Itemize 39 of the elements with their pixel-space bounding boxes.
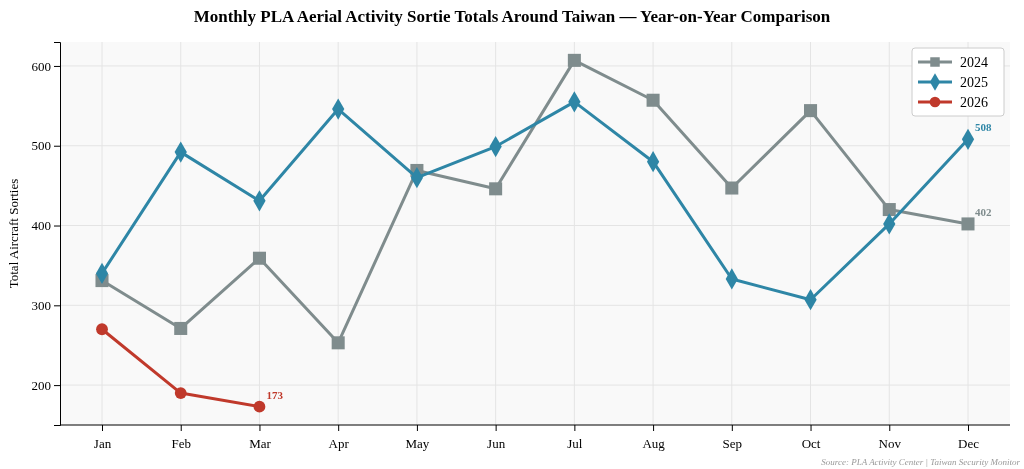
point [567,53,581,67]
x-tick-label: Aug [642,436,666,452]
point [96,323,108,336]
data-label: 402 [975,205,992,218]
x-tick-label: Jul [567,436,583,452]
point [646,93,660,107]
legend-label: 2024 [960,55,988,70]
y-tick-label: 400 [31,218,51,234]
point [489,182,503,196]
x-tick-label: Oct [801,436,821,452]
x-tick-label: Feb [171,436,191,452]
legend-label: 2025 [960,75,988,90]
y-axis-title: Total Aircraft Sorties [6,178,21,289]
legend-label: 2026 [960,95,988,110]
chart-title: Monthly PLA Aerial Activity Sortie Totals Around Taiwan — Year-on-Year Comparison [193,7,831,26]
point [174,387,187,399]
x-tick-label: Jan [93,436,112,452]
point [331,336,345,350]
x-tick-label: Sep [722,436,743,452]
point [882,203,896,217]
point [725,181,739,195]
point [253,400,266,413]
x-tick-label: Dec [958,436,980,452]
source-note: Source: PLA Activity Center | Taiwan Security Monitor [821,457,1021,467]
point [961,217,975,231]
point [252,251,266,265]
x-tick-label: Mar [249,436,272,452]
y-tick-label: 300 [31,297,51,313]
y-tick-label: 200 [31,377,51,393]
data-label: 173 [266,388,284,401]
point [804,104,818,118]
data-label: 508 [975,121,992,134]
point [174,321,188,335]
x-tick-label: Apr [328,436,350,452]
x-tick-label: Nov [878,436,902,452]
x-tick-label: May [405,436,430,452]
y-tick-label: 600 [31,58,51,74]
x-tick-label: Jun [487,436,506,452]
y-tick-label: 500 [31,138,51,154]
